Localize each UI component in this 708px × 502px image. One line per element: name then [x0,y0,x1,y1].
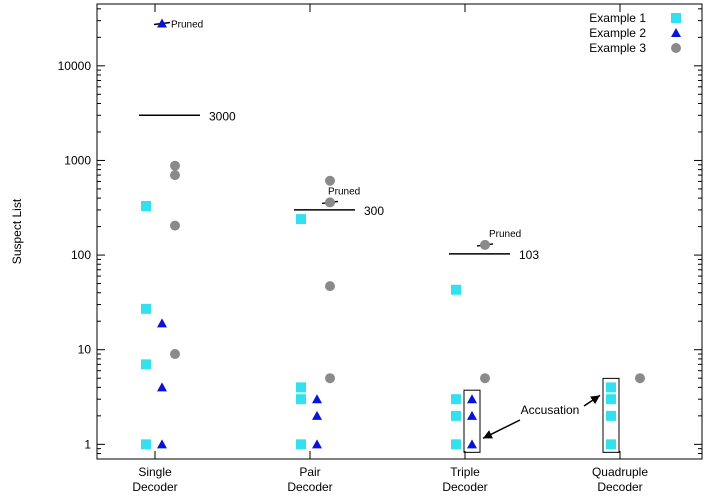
x-tick-label: Decoder [132,480,177,494]
example-3-point [325,197,335,208]
y-tick-label: 1 [84,437,91,451]
example-2-point [312,439,322,449]
example-3-point [170,160,180,171]
example-2-point [467,394,477,404]
accusation-box [602,377,620,453]
pruned-label: Pruned [489,229,521,240]
threshold-label: 103 [519,248,539,262]
example-1-point [141,439,151,450]
y-axis-label: Suspect List [10,198,24,264]
example-2-point [312,394,322,404]
accusation-label: Accusation [521,403,580,417]
example-3-point [635,373,645,384]
example-1-point [296,382,306,393]
legend-label: Example 1 [589,11,646,25]
example-3-point [170,220,180,231]
example-1-point [296,394,306,405]
example-3-point [480,239,490,250]
accusation-arrow [583,394,601,407]
example-2-point [312,410,322,420]
example-1-point [606,439,616,450]
y-tick-label: 100 [71,248,91,262]
example-1-point [451,439,461,450]
example-1-point [451,394,461,405]
example-2-point [467,410,477,420]
pruned-label: Pruned [171,19,203,30]
example-1-point [451,410,461,421]
example-3-point [325,373,335,384]
x-tick-label: Decoder [442,480,487,494]
example-2-point [157,318,167,328]
legend-marker [671,43,681,53]
x-tick-label: Quadruple [592,465,648,479]
example-1-point [606,410,616,421]
example-3-point [480,373,490,384]
example-1-point [451,284,461,295]
threshold-label: 3000 [209,109,236,123]
y-tick-label: 1000 [64,153,91,167]
x-tick-label: Decoder [287,480,332,494]
example-1-point [606,382,616,393]
example-3-point [170,170,180,181]
plot-frame [96,3,703,460]
example-1-point [296,214,306,225]
x-tick-label: Decoder [597,480,642,494]
example-2-point [157,18,167,28]
example-2-point [157,382,167,392]
example-1-point [296,439,306,450]
legend-label: Example 3 [589,41,646,55]
accusation-arrow [482,419,521,440]
legend-label: Example 2 [589,26,646,40]
example-1-point [606,394,616,405]
y-tick-label: 10 [78,343,92,357]
x-tick-label: Pair [299,465,320,479]
example-3-point [325,175,335,186]
example-1-point [141,359,151,370]
accusation-box [463,389,481,453]
pruned-label: Pruned [328,186,360,197]
x-tick-label: Single [138,465,172,479]
threshold-label: 300 [364,204,384,218]
example-3-point [325,281,335,292]
y-tick-label: 10000 [58,59,92,73]
legend-marker [671,13,681,23]
example-3-point [170,349,180,360]
example-1-point [141,303,151,314]
example-2-point [467,439,477,449]
legend-marker [671,28,681,37]
example-2-point [157,439,167,449]
example-1-point [141,201,151,212]
x-tick-label: Triple [450,465,480,479]
